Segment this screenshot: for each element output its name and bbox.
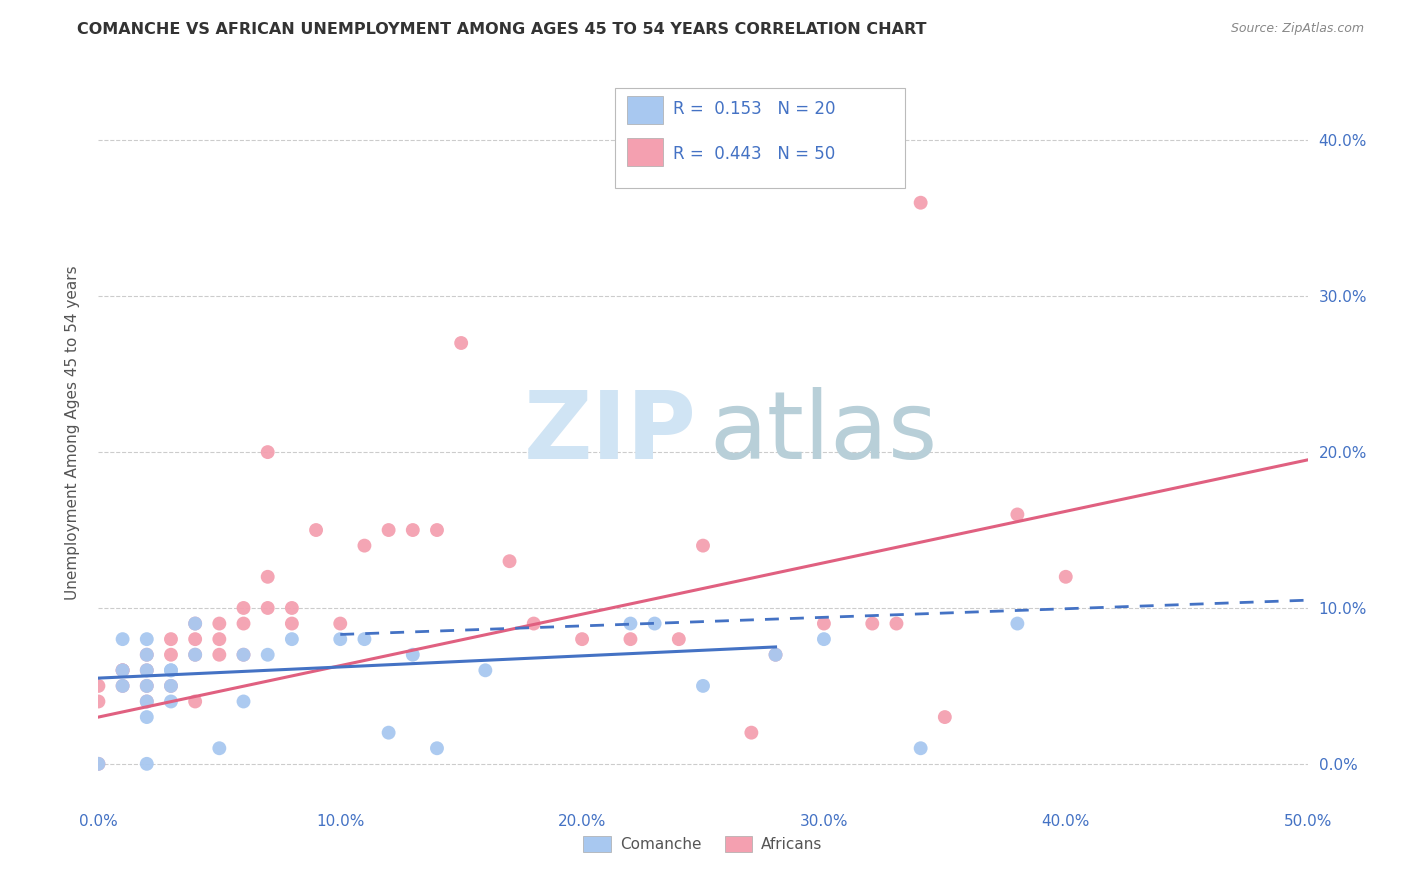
Point (377, 725, 399, 739)
Point (353, 539, 375, 553)
Point (619, 616, 641, 631)
Point (1007, 508, 1029, 522)
Point (160, 679, 183, 693)
Point (232, 648, 254, 662)
Text: R =  0.443   N = 50: R = 0.443 N = 50 (672, 145, 835, 162)
Point (87, 679, 110, 693)
Point (184, 648, 207, 662)
Point (256, 648, 278, 662)
Point (813, 632, 835, 647)
Point (402, 648, 425, 662)
Point (256, 570, 278, 584)
Point (184, 616, 207, 631)
Point (765, 648, 787, 662)
Point (910, 741, 932, 756)
Point (474, 663, 496, 677)
Point (160, 663, 183, 677)
Point (160, 663, 183, 677)
Point (87, 756, 110, 771)
Point (111, 663, 134, 677)
Point (135, 694, 157, 708)
Point (208, 616, 231, 631)
Point (135, 663, 157, 677)
Point (111, 679, 134, 693)
Point (160, 648, 183, 662)
Point (1007, 616, 1029, 631)
Point (135, 648, 157, 662)
Point (740, 725, 762, 739)
FancyBboxPatch shape (614, 88, 905, 188)
FancyBboxPatch shape (627, 95, 664, 124)
Point (232, 694, 254, 708)
Point (377, 523, 399, 537)
Point (184, 648, 207, 662)
Point (135, 679, 157, 693)
Point (184, 616, 207, 631)
Text: Source: ZipAtlas.com: Source: ZipAtlas.com (1230, 22, 1364, 36)
Point (208, 648, 231, 662)
Point (619, 632, 641, 647)
Point (523, 616, 546, 631)
Point (256, 445, 278, 459)
Point (329, 632, 352, 647)
Point (426, 741, 449, 756)
Point (232, 616, 254, 631)
Point (111, 679, 134, 693)
Point (111, 663, 134, 677)
Point (305, 523, 328, 537)
Point (232, 648, 254, 662)
Legend: Comanche, Africans: Comanche, Africans (578, 830, 828, 858)
Point (135, 679, 157, 693)
Point (135, 694, 157, 708)
Point (111, 632, 134, 647)
Point (87, 694, 110, 708)
Text: ZIP: ZIP (524, 386, 697, 479)
Point (256, 601, 278, 615)
Point (232, 601, 254, 615)
Point (498, 554, 520, 568)
Point (668, 632, 690, 647)
Point (450, 336, 472, 351)
FancyBboxPatch shape (627, 138, 664, 166)
Point (353, 632, 375, 647)
Point (135, 710, 157, 724)
Point (87, 756, 110, 771)
Point (281, 616, 304, 631)
Point (692, 539, 714, 553)
Point (135, 648, 157, 662)
Point (208, 741, 231, 756)
Point (281, 601, 304, 615)
Point (184, 694, 207, 708)
Point (160, 632, 183, 647)
Point (813, 616, 835, 631)
Point (426, 523, 449, 537)
Point (135, 632, 157, 647)
Y-axis label: Unemployment Among Ages 45 to 54 years: Unemployment Among Ages 45 to 54 years (65, 265, 80, 600)
Point (571, 632, 593, 647)
Point (111, 663, 134, 677)
Text: R =  0.153   N = 20: R = 0.153 N = 20 (672, 100, 835, 118)
Point (692, 679, 714, 693)
Point (910, 195, 932, 210)
Text: COMANCHE VS AFRICAN UNEMPLOYMENT AMONG AGES 45 TO 54 YEARS CORRELATION CHART: COMANCHE VS AFRICAN UNEMPLOYMENT AMONG A… (77, 22, 927, 37)
Point (1054, 570, 1077, 584)
Point (860, 616, 883, 631)
Point (135, 756, 157, 771)
Point (135, 663, 157, 677)
Point (329, 616, 352, 631)
Point (934, 710, 956, 724)
Point (402, 523, 425, 537)
Point (886, 616, 908, 631)
Point (765, 648, 787, 662)
Point (644, 616, 666, 631)
Point (160, 679, 183, 693)
Point (281, 632, 304, 647)
Point (160, 694, 183, 708)
Text: atlas: atlas (709, 386, 938, 479)
Point (208, 632, 231, 647)
Point (184, 632, 207, 647)
